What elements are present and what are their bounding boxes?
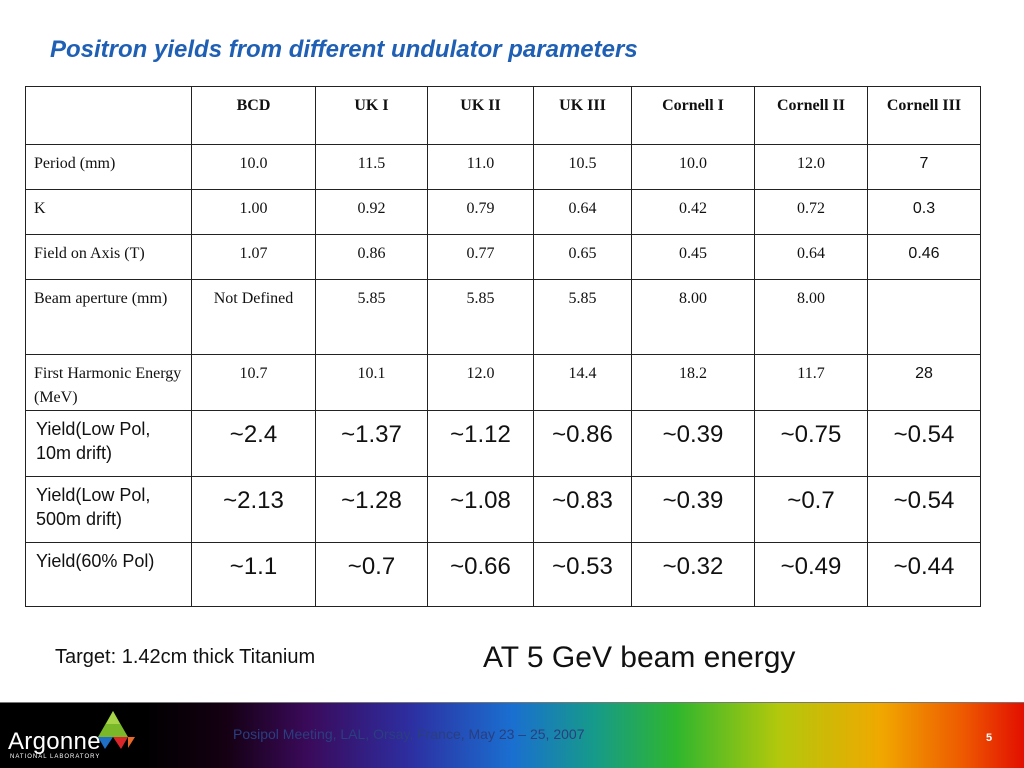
table-cell: ~0.32 — [631, 542, 755, 607]
table-cell: 0.46 — [867, 234, 981, 280]
table-cell: 10.5 — [533, 144, 632, 190]
table-cell: 10.1 — [315, 354, 428, 411]
table-cell: ~0.54 — [867, 410, 981, 477]
table-cell: 0.42 — [631, 189, 755, 235]
table-cell: ~0.83 — [533, 476, 632, 543]
table-cell: 0.77 — [427, 234, 534, 280]
row-label: Yield(60% Pol) — [25, 542, 192, 607]
table-cell: 8.00 — [754, 279, 868, 355]
target-note: Target: 1.42cm thick Titanium — [55, 646, 316, 668]
slide-title: Positron yields from different undulator… — [50, 36, 638, 63]
table-row: K 1.00 0.92 0.79 0.64 0.42 0.72 0.3 — [25, 189, 981, 235]
table-cell: 14.4 — [533, 354, 632, 411]
row-label: Field on Axis (T) — [25, 234, 192, 280]
table-cell: 0.3 — [867, 189, 981, 235]
table-cell: 10.0 — [191, 144, 316, 190]
table-cell: 0.92 — [315, 189, 428, 235]
page-number: 5 — [986, 732, 993, 744]
table-cell: ~1.1 — [191, 542, 316, 607]
table-cell: ~2.4 — [191, 410, 316, 477]
table-cell: ~0.75 — [754, 410, 868, 477]
table-cell: ~1.28 — [315, 476, 428, 543]
row-label: First Harmonic Energy (MeV) — [25, 354, 192, 411]
table-cell: 0.45 — [631, 234, 755, 280]
yield-row: Yield(60% Pol) ~1.1 ~0.7 ~0.66 ~0.53 ~0.… — [25, 542, 981, 607]
table-cell: 12.0 — [427, 354, 534, 411]
row-label: Beam aperture (mm) — [25, 279, 192, 355]
table-cell: 10.0 — [631, 144, 755, 190]
row-label: Period (mm) — [25, 144, 192, 190]
table-cell: ~1.08 — [427, 476, 534, 543]
table-cell: 0.64 — [533, 189, 632, 235]
table-cell: ~0.86 — [533, 410, 632, 477]
table-cell: ~0.54 — [867, 476, 981, 543]
table-cell: 8.00 — [631, 279, 755, 355]
table-cell: ~0.49 — [754, 542, 868, 607]
header-corner-cell — [25, 86, 192, 145]
table-row: Period (mm) 10.0 11.5 11.0 10.5 10.0 12.… — [25, 144, 981, 190]
table-row: Beam aperture (mm) Not Defined 5.85 5.85… — [25, 279, 981, 355]
column-header: Cornell I — [631, 86, 755, 145]
table-cell: 28 — [867, 354, 981, 411]
column-header: Cornell III — [867, 86, 981, 145]
table-cell: ~0.39 — [631, 410, 755, 477]
yield-row: Yield(Low Pol, 500m drift) ~2.13 ~1.28 ~… — [25, 476, 981, 543]
table-cell: ~0.7 — [315, 542, 428, 607]
table-cell: ~1.12 — [427, 410, 534, 477]
argonne-logo-icon — [98, 711, 135, 749]
argonne-logo-text: Argonne — [8, 728, 101, 755]
table-row: First Harmonic Energy (MeV) 10.7 10.1 12… — [25, 354, 981, 411]
table-cell: 10.7 — [191, 354, 316, 411]
table-cell: 11.5 — [315, 144, 428, 190]
table-cell: 12.0 — [754, 144, 868, 190]
column-header: BCD — [191, 86, 316, 145]
table-cell: 5.85 — [427, 279, 534, 355]
table-cell: Not Defined — [191, 279, 316, 355]
table-cell: ~0.66 — [427, 542, 534, 607]
table-cell: 0.86 — [315, 234, 428, 280]
table-cell: ~1.37 — [315, 410, 428, 477]
undulator-table: BCD UK I UK II UK III Cornell I Cornell … — [25, 86, 981, 607]
row-label: K — [25, 189, 192, 235]
row-label: Yield(Low Pol, 500m drift) — [25, 476, 192, 543]
table-cell: 5.85 — [533, 279, 632, 355]
table-row: Field on Axis (T) 1.07 0.86 0.77 0.65 0.… — [25, 234, 981, 280]
table-cell: ~0.39 — [631, 476, 755, 543]
footer-bar: Argonne NATIONAL LABORATORY Posipol Meet… — [0, 702, 1024, 768]
table-header-row: BCD UK I UK II UK III Cornell I Cornell … — [25, 86, 981, 145]
table-cell: 7 — [867, 144, 981, 190]
table-cell: 18.2 — [631, 354, 755, 411]
table-cell: 0.72 — [754, 189, 868, 235]
argonne-logo-subtext: NATIONAL LABORATORY — [10, 754, 101, 760]
table-cell: ~0.7 — [754, 476, 868, 543]
column-header: UK II — [427, 86, 534, 145]
table-cell: 11.0 — [427, 144, 534, 190]
table-cell: 11.7 — [754, 354, 868, 411]
table-cell — [867, 279, 981, 355]
yield-row: Yield(Low Pol, 10m drift) ~2.4 ~1.37 ~1.… — [25, 410, 981, 477]
table-cell: 0.64 — [754, 234, 868, 280]
column-header: UK I — [315, 86, 428, 145]
row-label: Yield(Low Pol, 10m drift) — [25, 410, 192, 477]
table-cell: 1.00 — [191, 189, 316, 235]
table-cell: ~2.13 — [191, 476, 316, 543]
meeting-caption: Posipol Meeting, LAL, Orsay, France, May… — [233, 726, 585, 742]
table-cell: 0.65 — [533, 234, 632, 280]
table-cell: 1.07 — [191, 234, 316, 280]
beam-energy-note: AT 5 GeV beam energy — [483, 641, 796, 674]
table-cell: ~0.53 — [533, 542, 632, 607]
table-cell: 5.85 — [315, 279, 428, 355]
column-header: UK III — [533, 86, 632, 145]
table-cell: ~0.44 — [867, 542, 981, 607]
footer-divider — [0, 702, 1024, 703]
column-header: Cornell II — [754, 86, 868, 145]
table-cell: 0.79 — [427, 189, 534, 235]
